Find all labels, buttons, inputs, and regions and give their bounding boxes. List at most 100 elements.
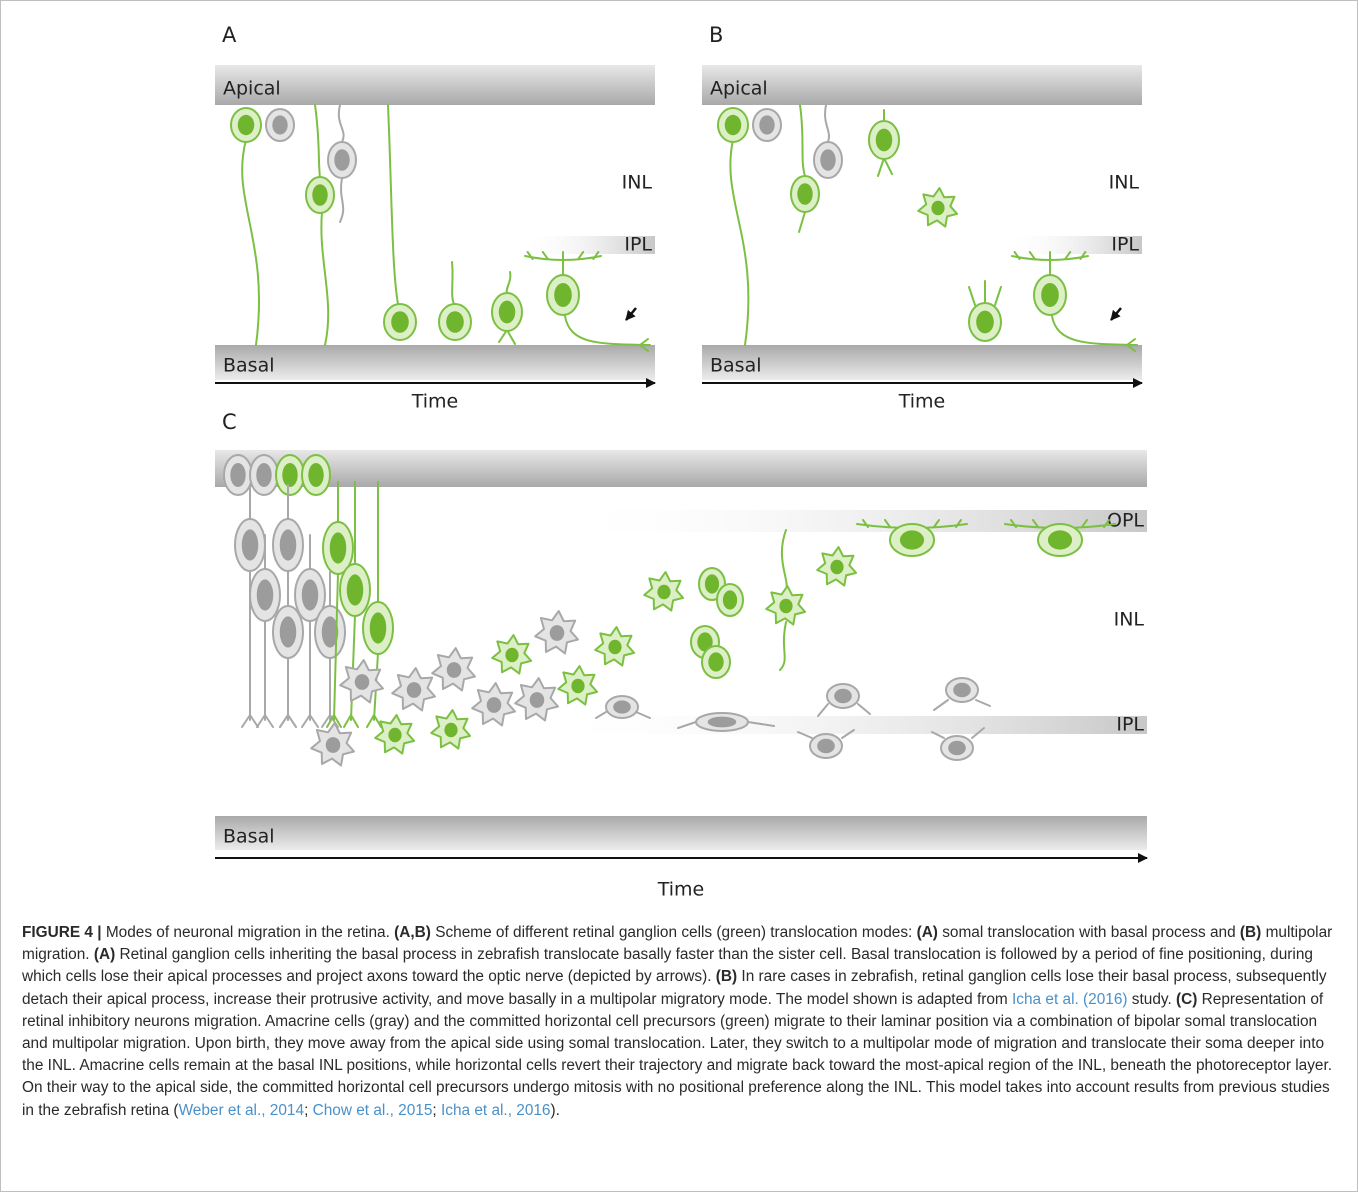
cell-process: [1032, 519, 1039, 528]
cell-process: [1064, 251, 1072, 260]
cell-nucleus: [834, 688, 852, 704]
cell-process: [1079, 251, 1087, 260]
axon-arrow: [1110, 307, 1122, 321]
cell-nucleus: [282, 463, 298, 487]
cell-nucleus: [505, 647, 519, 663]
caption-text: Modes of neuronal migration in the retin…: [101, 924, 395, 941]
caption-bold: (A): [93, 946, 116, 964]
cell-nucleus: [406, 682, 422, 698]
cell-nucleus: [272, 115, 288, 135]
caption-text: study.: [1127, 990, 1177, 1008]
cell-process: [301, 619, 319, 728]
ipl-label: IPL: [624, 234, 652, 256]
citation-link[interactable]: Icha et al. (2016): [1012, 990, 1128, 1008]
cell-nucleus: [279, 616, 297, 648]
ipl-label: IPL: [1116, 714, 1144, 736]
basal-layer: [215, 345, 655, 380]
cell-process: [339, 177, 345, 223]
cell-process: [933, 519, 940, 528]
cell-nucleus: [446, 311, 464, 333]
cell-process: [577, 251, 585, 260]
cell-nucleus: [976, 310, 994, 334]
cell-nucleus: [230, 463, 246, 487]
caption-text: multipolar migration.: [22, 924, 1333, 964]
basal-label: Basal: [223, 826, 275, 848]
caption-text: Retinal ganglion cells inheriting the ba…: [22, 946, 1313, 986]
cell-nucleus: [256, 579, 274, 611]
inl-label: INL: [622, 172, 653, 194]
cell-process: [931, 727, 985, 739]
inl-label: INL: [1109, 172, 1140, 194]
cell-nucleus: [759, 115, 775, 135]
cell-nucleus: [1047, 530, 1073, 550]
cell-process: [1103, 519, 1110, 528]
cell-nucleus: [820, 149, 836, 171]
cell-process: [933, 699, 991, 711]
cell-nucleus: [724, 114, 742, 136]
ipl-band: [1005, 236, 1142, 254]
cell-process: [498, 329, 516, 345]
inl-label: INL: [1114, 609, 1145, 631]
cell-nucleus: [325, 737, 341, 753]
time-label: Time: [898, 391, 946, 413]
cell-process: [797, 729, 855, 739]
apical-layer: [702, 65, 1142, 105]
panel-label: B: [709, 23, 723, 47]
caption-bold: (A): [916, 924, 938, 941]
cell-nucleus: [237, 114, 255, 136]
cell-nucleus: [301, 579, 319, 611]
cell-nucleus: [722, 590, 738, 610]
cell-nucleus: [708, 652, 724, 672]
cell-process: [798, 211, 806, 233]
apical-label: Apical: [710, 78, 768, 100]
cell-process: [862, 519, 869, 528]
cell-nucleus: [498, 300, 516, 324]
cell-nucleus: [931, 200, 945, 216]
cell-nucleus: [279, 529, 297, 561]
cell-nucleus: [321, 616, 339, 648]
cell-nucleus: [346, 574, 364, 606]
cell-process: [1126, 338, 1136, 352]
caption-bold: (B): [715, 968, 738, 986]
caption-text: Scheme of different retinal ganglion cel…: [430, 924, 917, 941]
cell-process: [256, 619, 274, 728]
caption-text: ).: [550, 1101, 560, 1119]
cell-process: [955, 519, 962, 528]
cell-nucleus: [549, 625, 565, 641]
cell-process: [387, 104, 399, 305]
cell-process: [592, 251, 600, 260]
cell-process: [564, 315, 651, 346]
cell-nucleus: [241, 529, 259, 561]
citation-link[interactable]: Icha et al., 2016: [440, 1101, 551, 1119]
caption-text: Representation of retinal inhibitory neu…: [22, 990, 1333, 1119]
cell-nucleus: [1041, 283, 1059, 307]
cell-process: [968, 280, 1002, 306]
cell-nucleus: [948, 740, 966, 756]
cell-nucleus: [697, 632, 713, 652]
cell-process: [279, 656, 297, 728]
opl-label: OPL: [1107, 510, 1144, 532]
cell-nucleus: [704, 574, 720, 594]
cell-nucleus: [554, 283, 572, 307]
cell-nucleus: [308, 463, 324, 487]
figure: A Apical Basal IPL INL Time B Apical Basal IPL INL…: [215, 23, 1148, 901]
cell-process: [526, 251, 534, 260]
citation-link[interactable]: Weber et al., 2014: [178, 1101, 305, 1119]
citation-link[interactable]: Chow et al., 2015: [312, 1101, 433, 1119]
caption-bold: (A,B): [394, 924, 431, 941]
ipl-band: [520, 236, 655, 254]
cell-process: [817, 703, 871, 717]
panel-label: C: [222, 410, 237, 434]
basal-layer: [215, 816, 1147, 850]
caption-text: ;: [304, 1101, 313, 1119]
cell-process: [241, 139, 260, 346]
cell-process: [639, 338, 649, 352]
apical-layer: [215, 450, 1147, 487]
cell-process: [1010, 519, 1017, 528]
cell-process: [677, 721, 775, 729]
cell-process: [595, 711, 651, 719]
cell-process: [884, 519, 891, 528]
cell-process: [799, 104, 806, 177]
cell-nucleus: [797, 183, 813, 205]
cell-process: [1028, 251, 1036, 260]
